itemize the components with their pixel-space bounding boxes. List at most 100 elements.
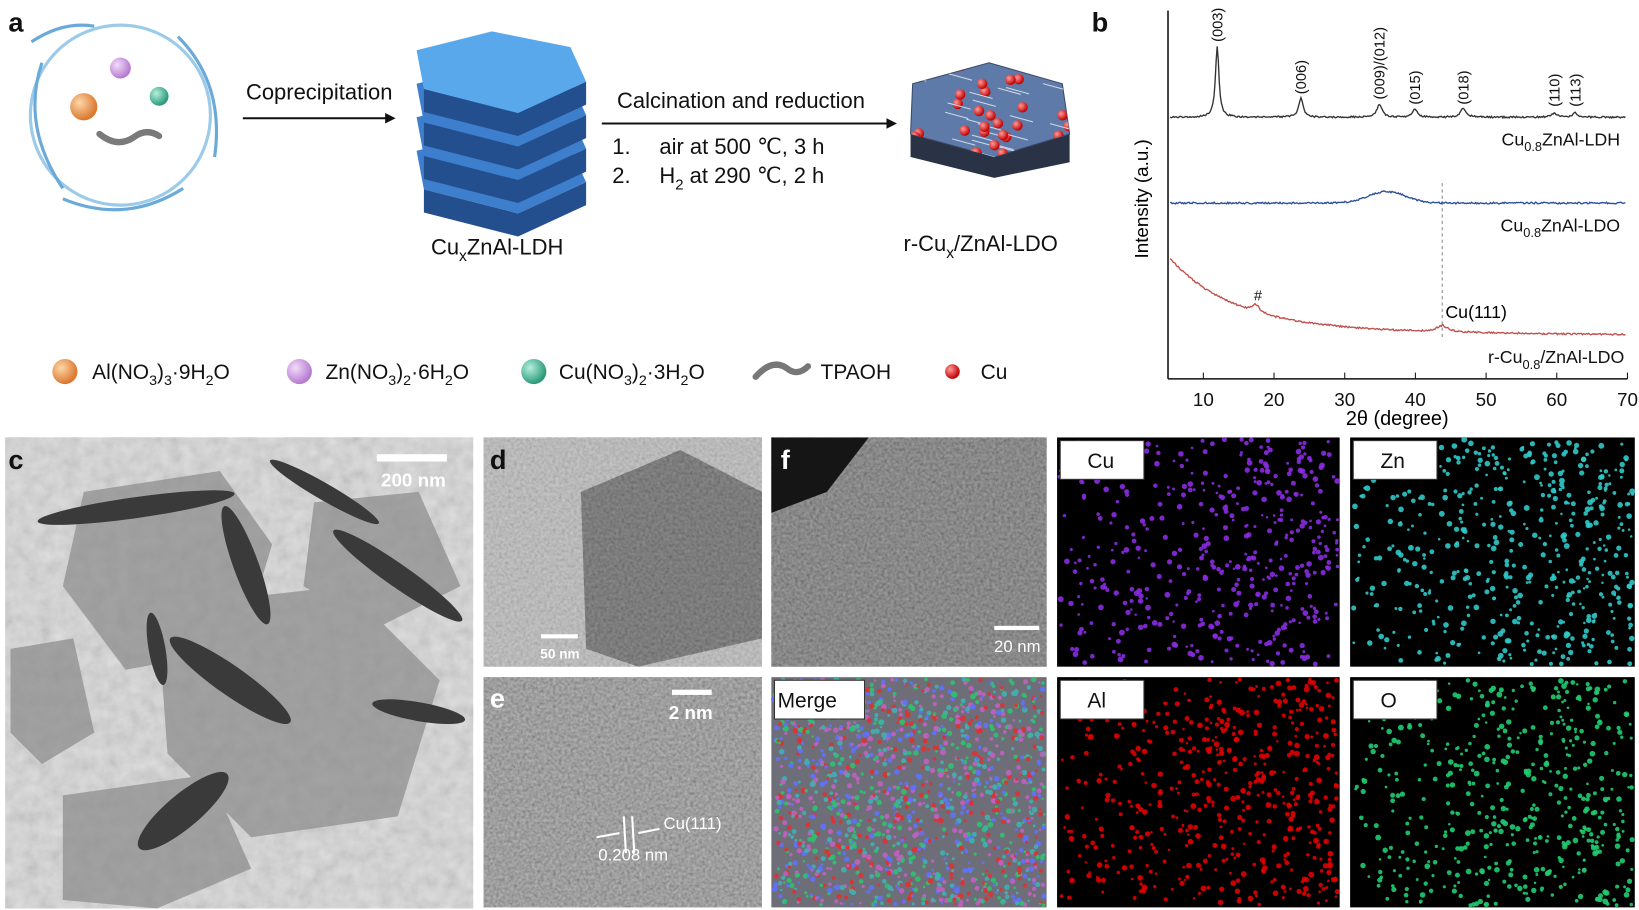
- map-dot: [1473, 450, 1479, 455]
- map-dot: [1200, 438, 1205, 443]
- map-dot: [1150, 562, 1156, 568]
- scale-bar-label: 2 nm: [669, 702, 713, 723]
- map-dot: [1265, 515, 1269, 519]
- map-dot: [1603, 559, 1607, 563]
- map-dot: [1237, 600, 1240, 604]
- map-dot: [1260, 868, 1266, 873]
- map-dot: [846, 863, 850, 868]
- map-dot: [1025, 858, 1030, 863]
- map-dot: [1279, 557, 1283, 561]
- map-dot: [887, 714, 891, 717]
- map-dot: [1234, 582, 1239, 587]
- map-dot: [1537, 628, 1541, 631]
- map-dot: [1007, 724, 1013, 730]
- map-dot: [894, 884, 898, 888]
- map-dot: [941, 747, 945, 751]
- map-dot: [792, 797, 796, 801]
- map-dot: [1274, 630, 1280, 636]
- map-dot: [914, 831, 920, 837]
- map-dot: [1407, 544, 1414, 551]
- map-dot: [1546, 835, 1550, 838]
- map-dot: [1150, 830, 1153, 834]
- map-dot: [1308, 799, 1313, 804]
- map-dot: [1614, 903, 1619, 907]
- map-dot: [920, 782, 925, 787]
- map-dot: [1523, 884, 1528, 889]
- map-dot: [1023, 706, 1026, 710]
- map-dot: [1165, 711, 1170, 716]
- map-dot: [1251, 687, 1256, 692]
- map-dot: [1491, 570, 1496, 575]
- map-dot: [909, 878, 913, 882]
- map-dot: [1159, 826, 1165, 832]
- map-dot: [1418, 496, 1422, 500]
- map-dot: [960, 740, 966, 746]
- map-dot: [1586, 614, 1592, 619]
- map-dot: [846, 783, 853, 789]
- map-dot: [1588, 580, 1592, 584]
- map-dot: [1300, 880, 1304, 884]
- peak-label: (018): [1456, 70, 1472, 104]
- map-dot: [987, 853, 992, 857]
- map-dot: [1595, 496, 1599, 500]
- map-dot: [1017, 832, 1023, 839]
- map-dot: [1275, 680, 1282, 687]
- map-dot: [1601, 843, 1605, 847]
- map-dot: [1018, 847, 1024, 853]
- map-dot: [1186, 567, 1190, 571]
- map-dot: [1033, 795, 1039, 801]
- map-dot: [1170, 729, 1176, 735]
- map-dot: [780, 875, 786, 880]
- map-label: Cu: [1087, 450, 1114, 473]
- map-dot: [965, 677, 970, 682]
- map-dot: [796, 724, 801, 728]
- map-dot: [887, 823, 893, 829]
- map-dot: [1330, 742, 1336, 747]
- map-dot: [1506, 719, 1512, 725]
- map-dot: [1260, 771, 1264, 775]
- map-dot: [794, 788, 798, 792]
- map-dot: [1235, 794, 1241, 800]
- map-dot: [1156, 450, 1161, 456]
- map-dot: [1211, 609, 1215, 613]
- map-dot: [1036, 788, 1042, 794]
- map-dot: [1197, 891, 1201, 895]
- map-dot: [1231, 847, 1235, 851]
- map-dot: [1505, 781, 1512, 787]
- panel-label: f: [781, 444, 791, 475]
- map-dot: [783, 801, 789, 806]
- map-dot: [1213, 778, 1217, 782]
- map-dot: [1267, 447, 1273, 453]
- map-dot: [883, 880, 886, 883]
- map-dot: [1327, 857, 1332, 862]
- map-dot: [938, 897, 944, 903]
- map-dot: [1564, 631, 1570, 637]
- map-dot: [1286, 802, 1291, 807]
- legend-label: TPAOH: [821, 361, 892, 384]
- map-dot: [1231, 493, 1237, 499]
- map-dot: [778, 831, 781, 835]
- map-dot: [1183, 596, 1188, 601]
- map-dot: [1117, 764, 1122, 769]
- map-dot: [1484, 589, 1490, 595]
- map-dot: [1474, 872, 1479, 876]
- map-dot: [849, 762, 856, 769]
- map-dot: [1398, 855, 1402, 859]
- map-dot: [1135, 830, 1140, 835]
- map-dot: [1367, 719, 1371, 723]
- map-dot: [1149, 515, 1155, 521]
- map-dot: [829, 724, 833, 728]
- map-dot: [780, 778, 786, 785]
- map-dot: [1492, 466, 1497, 471]
- map-dot: [1601, 595, 1605, 599]
- map-dot: [868, 746, 872, 750]
- map-dot: [887, 898, 892, 903]
- map-dot: [1395, 739, 1401, 745]
- map-dot: [1570, 501, 1576, 507]
- map-dot: [1570, 590, 1575, 595]
- map-dot: [1418, 899, 1423, 904]
- map-dot: [1629, 902, 1634, 907]
- map-dot: [848, 845, 854, 850]
- map-dot: [1443, 629, 1447, 634]
- map-dot: [1587, 702, 1590, 706]
